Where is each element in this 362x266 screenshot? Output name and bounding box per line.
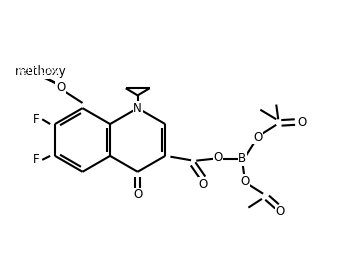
Text: O: O [253,131,262,144]
Text: F: F [33,153,39,166]
Text: O: O [213,151,222,164]
Text: methoxy: methoxy [15,65,67,78]
Text: F: F [33,113,39,126]
Text: O: O [275,206,285,218]
Text: methoxy: methoxy [9,64,61,77]
Text: O: O [56,81,65,94]
Text: N: N [133,102,142,115]
Text: O: O [241,175,250,188]
Text: O: O [198,178,208,191]
Text: O: O [297,115,306,128]
Text: B: B [238,152,247,165]
Text: O: O [133,188,142,201]
